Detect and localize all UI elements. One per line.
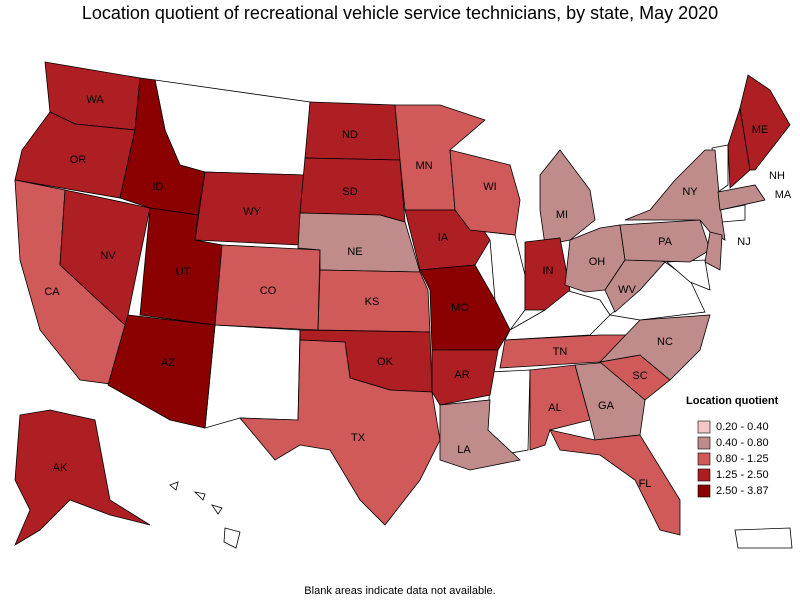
state — [449, 149, 521, 236]
state — [14, 409, 151, 546]
state-label: SC — [632, 370, 647, 382]
state-label: NH — [769, 170, 785, 182]
state-label: NJ — [737, 236, 750, 248]
state-label: AZ — [161, 357, 175, 369]
state — [431, 349, 499, 406]
state — [524, 237, 571, 311]
blank-state — [211, 504, 223, 515]
state-label: KS — [365, 296, 380, 308]
state-label: WA — [86, 94, 104, 106]
legend-label: 0.80 - 1.25 — [716, 453, 769, 465]
state-label: AK — [53, 462, 68, 474]
state-label: OK — [377, 356, 394, 368]
state — [107, 314, 216, 429]
state-label: IN — [543, 265, 554, 277]
state-label: WV — [618, 284, 636, 296]
legend-swatch — [697, 436, 711, 450]
state-label: ME — [752, 124, 769, 136]
state-label: NE — [347, 246, 362, 258]
state-label: SD — [342, 186, 357, 198]
state-label: MA — [775, 189, 792, 201]
state — [439, 399, 521, 471]
blank-state — [223, 527, 241, 549]
state — [624, 149, 726, 241]
legend: Location quotient 0.20 - 0.40 0.40 - 0.80… — [686, 395, 779, 498]
state-label: OH — [589, 256, 606, 268]
state-label: NV — [100, 250, 116, 262]
state-label: NY — [682, 186, 698, 198]
blank-state — [204, 324, 301, 429]
legend-title: Location quotient — [686, 395, 779, 407]
map-title: Location quotient of recreational vehicl… — [82, 3, 718, 23]
state — [539, 149, 596, 246]
legend-label: 0.40 - 0.80 — [716, 437, 769, 449]
state-label: FL — [639, 478, 652, 490]
state-label: PA — [658, 236, 673, 248]
state — [598, 314, 711, 381]
state-label: WY — [243, 206, 261, 218]
footnote: Blank areas indicate data not available. — [304, 585, 495, 597]
legend-swatch — [697, 452, 711, 466]
blank-state — [734, 527, 793, 549]
state-label: GA — [598, 400, 615, 412]
state-label: TN — [553, 346, 568, 358]
legend-swatch — [697, 484, 711, 498]
state — [717, 184, 766, 211]
legend-label: 0.20 - 0.40 — [716, 421, 769, 433]
state — [419, 264, 511, 351]
state-label: AL — [548, 402, 561, 414]
legend-swatch — [697, 468, 711, 482]
blank-state — [469, 229, 526, 331]
state — [549, 429, 681, 536]
state-label: AR — [454, 369, 469, 381]
state — [704, 231, 723, 271]
legend-label: 2.50 - 3.87 — [716, 485, 769, 497]
states: WA OR CA NV ID WY UT AZ CO ND SD NE KS OK TX MN IA MO AR LA… — [14, 61, 792, 546]
state — [739, 74, 791, 171]
state — [239, 339, 441, 526]
blank-states — [154, 79, 793, 549]
state — [619, 219, 711, 263]
state-label: UT — [176, 266, 191, 278]
state-label: NC — [657, 336, 673, 348]
state-label: CA — [44, 286, 60, 298]
blank-state — [193, 491, 206, 501]
state-label: OR — [70, 154, 87, 166]
legend-label: 1.25 - 2.50 — [716, 469, 769, 481]
state-label: IA — [438, 232, 449, 244]
state-label: MO — [451, 302, 469, 314]
state-label: LA — [457, 444, 471, 456]
state-label: MI — [556, 209, 568, 221]
state-label: ND — [342, 129, 358, 141]
blank-state — [169, 481, 179, 491]
state-label: TX — [351, 432, 366, 444]
legend-swatch — [697, 420, 711, 434]
state-label: WI — [483, 181, 496, 193]
state-label: ID — [153, 181, 164, 193]
state-label: MN — [415, 160, 432, 172]
state — [317, 269, 431, 333]
state-label: CO — [260, 285, 277, 297]
